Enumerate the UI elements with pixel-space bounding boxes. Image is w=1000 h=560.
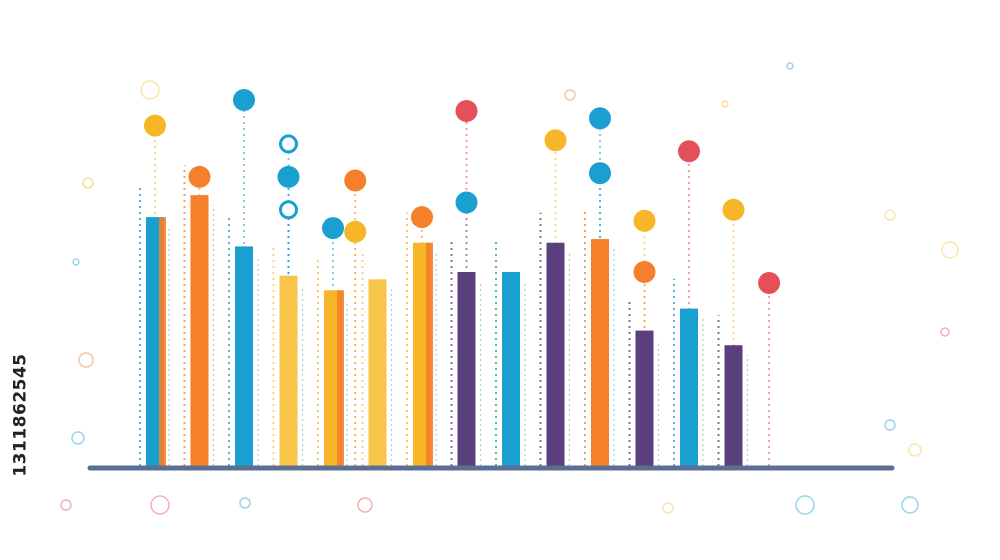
background-dot (901, 496, 919, 514)
background-dot (239, 497, 251, 509)
background-dot (60, 499, 72, 511)
bar (235, 246, 253, 466)
bubble-marker (758, 272, 781, 294)
bar (680, 308, 698, 466)
bar (591, 239, 609, 466)
background-dot (940, 327, 950, 337)
bubble-markers (144, 89, 781, 294)
bubble-marker (589, 107, 611, 130)
bubble-marker (633, 261, 656, 284)
background-dot (884, 209, 896, 221)
bubble-marker (144, 114, 166, 137)
background-dot (82, 177, 94, 189)
bar-accent (426, 242, 433, 466)
bar (279, 275, 298, 466)
bubble-marker (544, 129, 567, 152)
background-dot (795, 495, 815, 515)
bubble-marker (344, 220, 367, 243)
bubble-marker (279, 134, 298, 154)
bar (190, 195, 209, 466)
bar (502, 272, 520, 466)
bubble-marker (322, 217, 344, 240)
background-dot (78, 352, 94, 368)
background-dot (941, 241, 959, 259)
background-dot (150, 495, 170, 515)
bar (724, 345, 743, 466)
bar (635, 330, 654, 466)
background-dot (357, 497, 373, 513)
bubble-marker (344, 169, 367, 192)
bar (368, 279, 387, 466)
bar (546, 242, 565, 466)
bars (146, 195, 743, 466)
bubble-marker (678, 140, 700, 163)
bubble-marker (455, 191, 478, 214)
background-dot (140, 80, 160, 100)
background-dot (786, 62, 794, 70)
bubble-marker (188, 165, 211, 188)
bubble-marker (411, 206, 433, 229)
dotted-guide-lines (139, 100, 770, 466)
background-dot (884, 419, 896, 431)
background-dot (72, 258, 80, 266)
bubble-marker (455, 99, 478, 122)
background-dot (662, 502, 674, 514)
bubble-marker (277, 165, 300, 188)
stock-id-text: 1311862545 (11, 353, 32, 477)
bubble-marker (722, 198, 745, 221)
bar (457, 272, 476, 466)
background-dot (721, 100, 729, 108)
bar-accent (337, 290, 344, 466)
bubble-marker (233, 89, 255, 111)
background-dot (564, 89, 576, 101)
bar-accent (159, 217, 166, 466)
background-dots (60, 62, 959, 515)
background-dot (908, 443, 922, 457)
bubble-marker (589, 162, 611, 185)
bubble-marker (279, 200, 298, 220)
background-dot (71, 431, 85, 445)
stock-id-watermark: 1311862545 (4, 300, 38, 530)
bubble-marker (633, 209, 656, 232)
